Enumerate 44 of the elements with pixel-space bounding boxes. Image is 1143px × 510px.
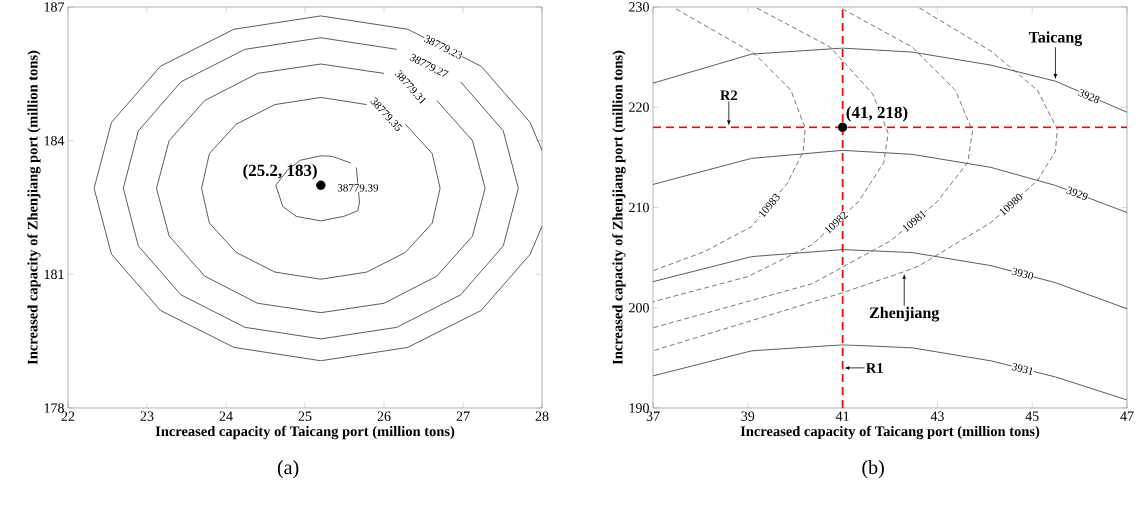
line-series [653, 8, 806, 272]
x-tick-label: 45 [1025, 411, 1039, 421]
y-tick-label: 178 [44, 403, 64, 413]
y-tick-label: 220 [629, 102, 649, 112]
ref-line-label: R2 [720, 90, 738, 101]
x-tick-label: 24 [219, 411, 233, 421]
x-tick-label: 22 [61, 411, 75, 421]
y-tick-label: 184 [44, 135, 65, 146]
line-series [93, 15, 542, 362]
annotation: Taicang [1028, 31, 1083, 46]
y-axis-title: Increased capacity of Zhenjiang port (million tons) [612, 50, 626, 365]
x-tick-label: 27 [456, 411, 470, 421]
y-tick-label: 181 [44, 269, 64, 280]
annotation: 3929 [1066, 186, 1088, 200]
annotation: Zhenjiang [869, 306, 940, 322]
annotation: 3928 [1078, 88, 1100, 104]
y-tick-label: 210 [629, 202, 649, 213]
y-tick-label: 200 [629, 303, 649, 313]
series-label: (25.2, 183) [243, 164, 317, 180]
x-tick-label: 37 [646, 411, 660, 421]
x-tick-label: 28 [535, 411, 549, 421]
x-tick-label: 43 [930, 411, 944, 421]
line-series [122, 37, 519, 340]
ref-line-label: R1 [866, 363, 883, 373]
text: (a) [277, 460, 299, 479]
line-series [653, 344, 1127, 401]
text: (b) [862, 460, 884, 479]
x-tick-label: 26 [377, 411, 391, 421]
x-tick-label: 25 [298, 411, 312, 421]
x-axis-title: Increased capacity of Taicang port (million tons) [740, 425, 1040, 440]
annotation: 3931 [1011, 363, 1033, 375]
annotation: 38779.39 [337, 184, 379, 192]
x-tick-label: 23 [140, 411, 154, 421]
y-tick-label: 187 [44, 2, 65, 12]
x-tick-label: 39 [741, 411, 755, 421]
x-axis-title: Increased capacity of Taicang port (million tons) [155, 425, 455, 440]
y-tick-label: 190 [629, 403, 649, 413]
x-tick-label: 47 [1120, 411, 1134, 421]
series-label: (41, 218) [846, 106, 908, 122]
x-tick-label: 41 [835, 411, 849, 421]
y-tick-label: 230 [629, 2, 649, 12]
annotation: 3930 [1011, 267, 1034, 280]
line-series [653, 8, 973, 329]
y-axis-title: Increased capacity of Zhenjiang port (million tons) [27, 50, 41, 365]
